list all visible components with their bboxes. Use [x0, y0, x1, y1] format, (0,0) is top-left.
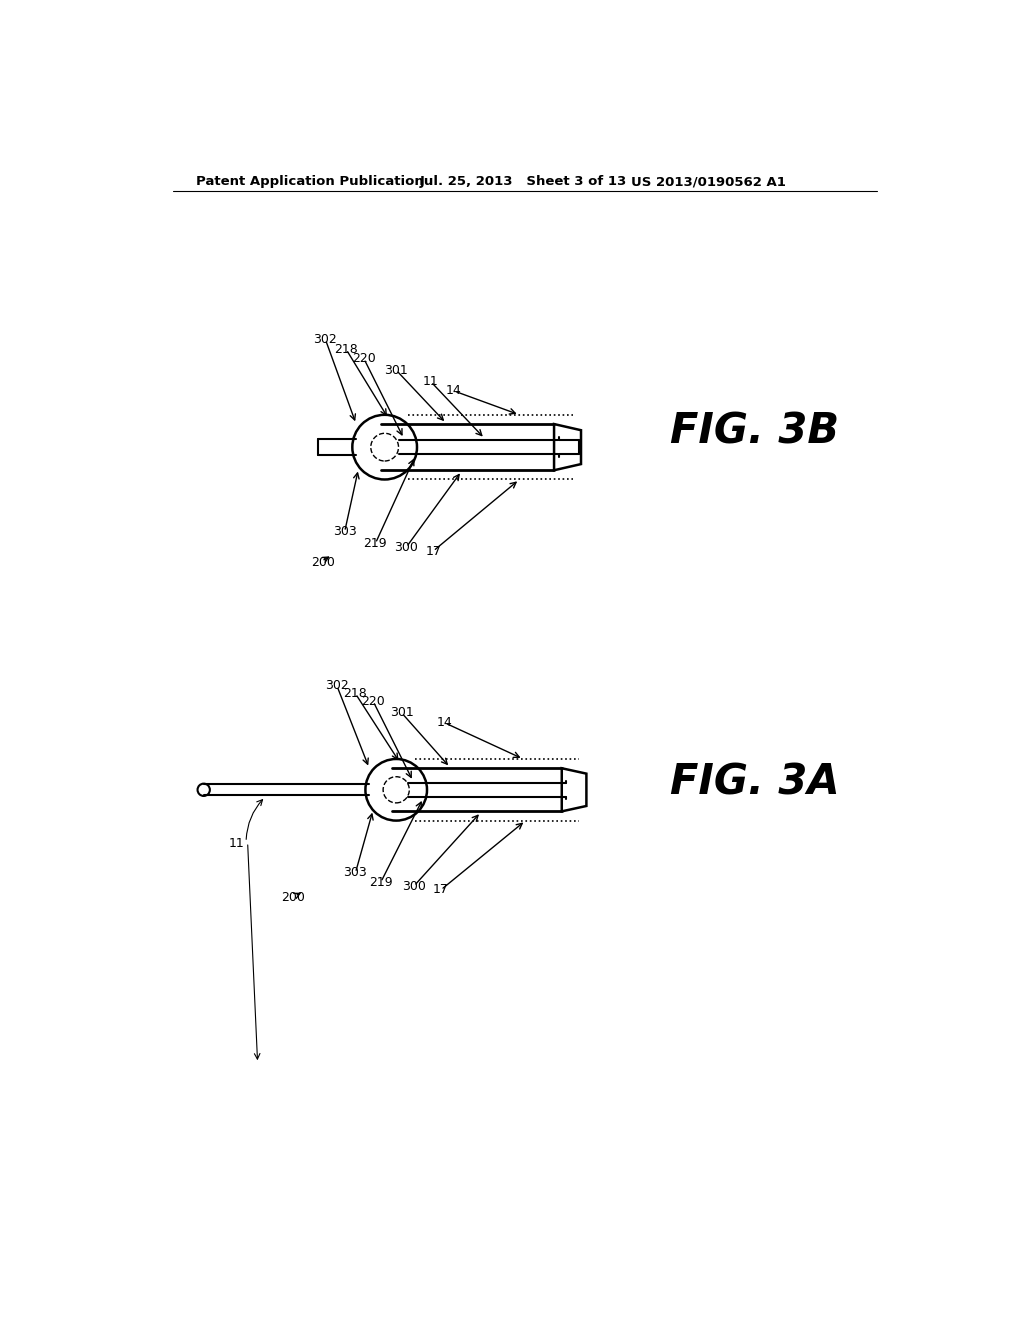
Text: 302: 302 — [325, 680, 349, 693]
Text: 14: 14 — [437, 717, 453, 730]
Text: 300: 300 — [394, 541, 418, 554]
Text: 218: 218 — [334, 343, 358, 356]
Text: FIG. 3B: FIG. 3B — [670, 411, 839, 453]
Text: 220: 220 — [352, 352, 376, 366]
Text: 219: 219 — [364, 537, 387, 550]
Text: 303: 303 — [333, 525, 356, 539]
Text: FIG. 3A: FIG. 3A — [670, 762, 840, 803]
Text: 220: 220 — [361, 694, 385, 708]
Text: 14: 14 — [446, 384, 462, 397]
Text: 200: 200 — [311, 556, 336, 569]
Text: 11: 11 — [423, 375, 438, 388]
Text: 218: 218 — [343, 686, 368, 700]
Text: 219: 219 — [369, 875, 392, 888]
Text: 301: 301 — [384, 363, 409, 376]
Text: 17: 17 — [425, 545, 441, 557]
Text: 200: 200 — [281, 891, 304, 904]
Text: 303: 303 — [343, 866, 368, 879]
Text: 17: 17 — [433, 883, 449, 896]
Text: 11: 11 — [228, 837, 245, 850]
Text: Jul. 25, 2013   Sheet 3 of 13: Jul. 25, 2013 Sheet 3 of 13 — [419, 176, 627, 187]
Text: 301: 301 — [390, 706, 414, 719]
Text: 300: 300 — [402, 879, 426, 892]
Text: Patent Application Publication: Patent Application Publication — [196, 176, 424, 187]
Text: 302: 302 — [313, 333, 337, 346]
Text: US 2013/0190562 A1: US 2013/0190562 A1 — [631, 176, 786, 187]
